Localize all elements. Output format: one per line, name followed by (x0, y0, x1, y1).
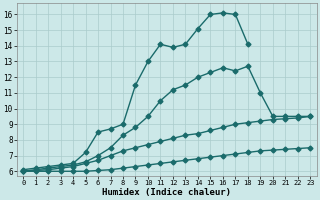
X-axis label: Humidex (Indice chaleur): Humidex (Indice chaleur) (102, 188, 231, 197)
